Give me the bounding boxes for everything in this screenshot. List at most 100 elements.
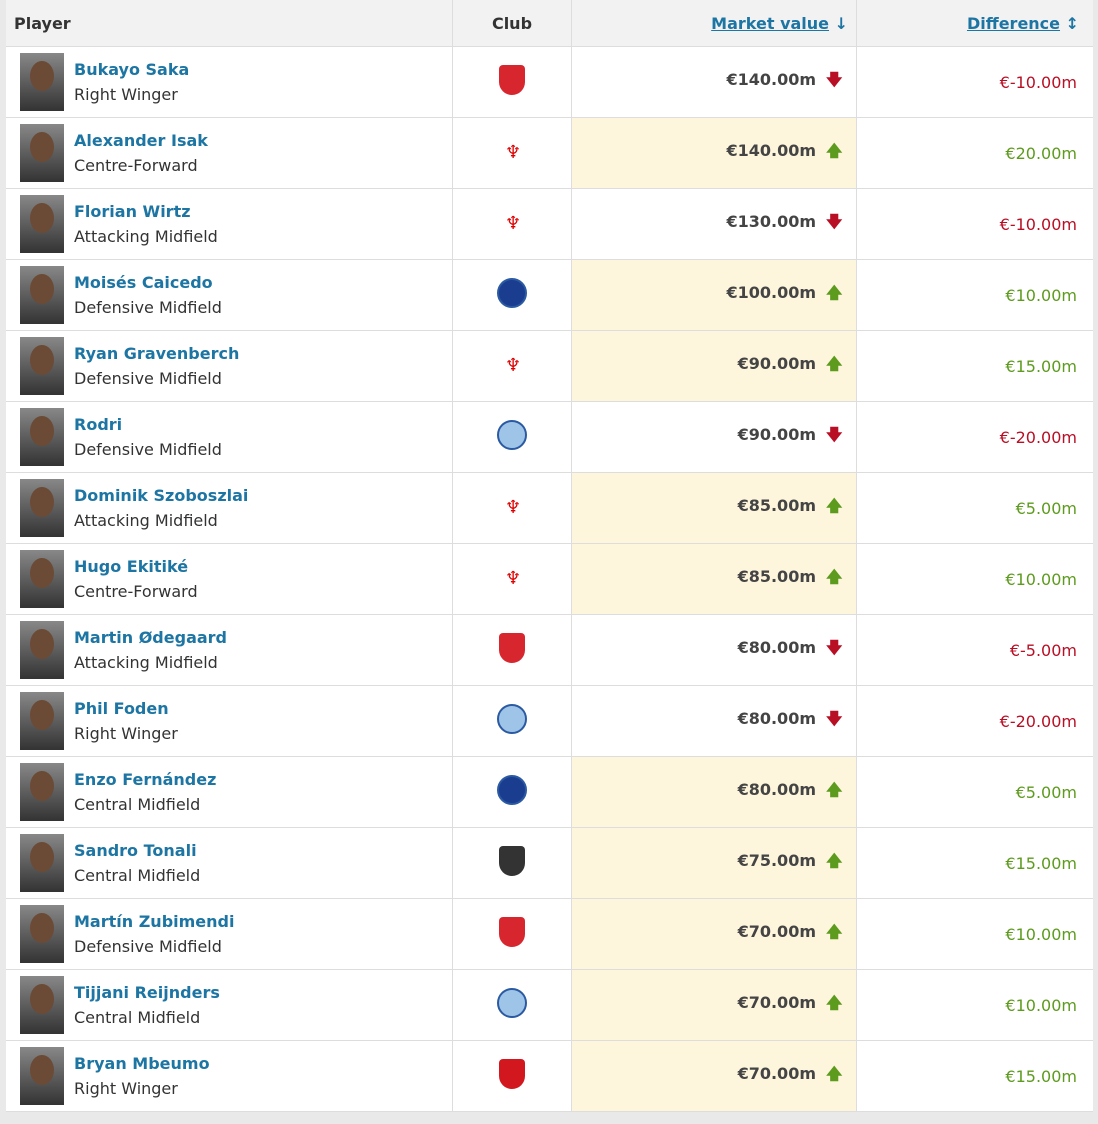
player-position: Central Midfield — [74, 795, 201, 814]
arsenal-crest-icon[interactable] — [499, 633, 525, 667]
player-photo[interactable] — [20, 763, 64, 821]
player-position: Right Winger — [74, 85, 178, 104]
player-photo[interactable] — [20, 124, 64, 182]
table-row: Sandro Tonali Central Midfield €75.00m 🡅 €… — [6, 827, 1093, 899]
player-name-link[interactable]: Bryan Mbeumo — [74, 1054, 210, 1073]
table-row: Martín Zubimendi Defensive Midfield €70.0… — [6, 898, 1093, 970]
sort-market-value-link[interactable]: Market value — [711, 13, 830, 33]
table-row: Dominik Szoboszlai Attacking Midfield ♆ €… — [6, 472, 1093, 544]
table-row: Moisés Caicedo Defensive Midfield €100.00… — [6, 259, 1093, 331]
player-photo[interactable] — [20, 905, 64, 963]
player-name-link[interactable]: Dominik Szoboszlai — [74, 486, 249, 505]
player-position: Central Midfield — [74, 866, 201, 885]
player-position: Centre-Forward — [74, 582, 198, 601]
liverpool-crest-icon[interactable]: ♆ — [505, 355, 522, 376]
liverpool-crest-icon[interactable]: ♆ — [505, 497, 522, 518]
difference-value: €-20.00m — [856, 401, 1093, 473]
difference-value: €-10.00m — [856, 188, 1093, 260]
arrow-down-icon: 🡇 — [826, 211, 843, 231]
table-row: Rodri Defensive Midfield €90.00m 🡇 €-20.00… — [6, 401, 1093, 473]
player-photo[interactable] — [20, 692, 64, 750]
player-name-link[interactable]: Hugo Ekitiké — [74, 557, 189, 576]
arrow-down-icon: 🡇 — [826, 424, 843, 444]
arrow-down-icon: 🡇 — [826, 708, 843, 728]
arsenal-crest-icon[interactable] — [499, 917, 525, 951]
player-name-link[interactable]: Martin Ødegaard — [74, 628, 227, 647]
player-position: Right Winger — [74, 724, 178, 743]
market-value: €140.00m — [726, 140, 816, 160]
player-photo[interactable] — [20, 408, 64, 466]
arrow-up-icon: 🡅 — [826, 566, 843, 586]
difference-value: €-10.00m — [856, 46, 1093, 118]
player-photo[interactable] — [20, 834, 64, 892]
player-name-link[interactable]: Ryan Gravenberch — [74, 344, 240, 363]
player-photo[interactable] — [20, 621, 64, 679]
newcastle-crest-icon[interactable] — [499, 846, 525, 880]
market-value: €80.00m — [737, 779, 816, 799]
player-name-link[interactable]: Martín Zubimendi — [74, 912, 235, 931]
chelsea-crest-icon[interactable] — [497, 775, 527, 809]
player-photo[interactable] — [20, 53, 64, 111]
table-row: Ryan Gravenberch Defensive Midfield ♆ €90… — [6, 330, 1093, 402]
player-photo[interactable] — [20, 266, 64, 324]
player-position: Attacking Midfield — [74, 653, 218, 672]
player-photo[interactable] — [20, 337, 64, 395]
player-photo[interactable] — [20, 195, 64, 253]
sort-toggle-icon[interactable]: ↕ — [1065, 13, 1079, 33]
player-name-link[interactable]: Rodri — [74, 415, 123, 434]
market-value: €85.00m — [737, 495, 816, 515]
header-market-value[interactable]: Market value ↓ — [571, 0, 857, 47]
arsenal-crest-icon[interactable] — [499, 65, 525, 99]
arrow-up-icon: 🡅 — [826, 1063, 843, 1083]
difference-value: €-20.00m — [856, 685, 1093, 757]
player-photo[interactable] — [20, 976, 64, 1034]
difference-value: €5.00m — [856, 756, 1093, 828]
difference-value: €10.00m — [856, 898, 1093, 970]
player-name-link[interactable]: Alexander Isak — [74, 131, 208, 150]
market-value: €90.00m — [737, 424, 816, 444]
liverpool-crest-icon[interactable]: ♆ — [505, 568, 522, 589]
player-position: Attacking Midfield — [74, 227, 218, 246]
player-position: Defensive Midfield — [74, 369, 222, 388]
difference-value: €-5.00m — [856, 614, 1093, 686]
arrow-up-icon: 🡅 — [826, 850, 843, 870]
player-name-link[interactable]: Bukayo Saka — [74, 60, 190, 79]
sort-desc-icon[interactable]: ↓ — [834, 13, 848, 33]
arrow-up-icon: 🡅 — [826, 495, 843, 515]
difference-value: €5.00m — [856, 472, 1093, 544]
table-row: Enzo Fernández Central Midfield €80.00m 🡅 … — [6, 756, 1093, 828]
man-city-crest-icon[interactable] — [497, 704, 527, 738]
player-name-link[interactable]: Sandro Tonali — [74, 841, 197, 860]
table-row: Tijjani Reijnders Central Midfield €70.00… — [6, 969, 1093, 1041]
player-name-link[interactable]: Moisés Caicedo — [74, 273, 213, 292]
difference-value: €10.00m — [856, 259, 1093, 331]
table-row: Hugo Ekitiké Centre-Forward ♆ €85.00m 🡅 €1… — [6, 543, 1093, 615]
player-photo[interactable] — [20, 479, 64, 537]
table-row: Bryan Mbeumo Right Winger €70.00m 🡅 €15.00… — [6, 1040, 1093, 1112]
player-name-link[interactable]: Tijjani Reijnders — [74, 983, 220, 1002]
header-difference[interactable]: Difference ↕ — [856, 0, 1093, 47]
man-city-crest-icon[interactable] — [497, 988, 527, 1022]
player-name-link[interactable]: Phil Foden — [74, 699, 169, 718]
player-photo[interactable] — [20, 1047, 64, 1105]
market-value: €90.00m — [737, 353, 816, 373]
chelsea-crest-icon[interactable] — [497, 278, 527, 312]
liverpool-crest-icon[interactable]: ♆ — [505, 213, 522, 234]
player-position: Attacking Midfield — [74, 511, 218, 530]
market-value: €80.00m — [737, 637, 816, 657]
difference-value: €10.00m — [856, 543, 1093, 615]
sort-difference-link[interactable]: Difference — [966, 13, 1061, 33]
player-name-link[interactable]: Enzo Fernández — [74, 770, 217, 789]
liverpool-crest-icon[interactable]: ♆ — [505, 142, 522, 163]
arrow-up-icon: 🡅 — [826, 282, 843, 302]
market-value: €85.00m — [737, 566, 816, 586]
player-photo[interactable] — [20, 550, 64, 608]
player-name-link[interactable]: Florian Wirtz — [74, 202, 191, 221]
man-city-crest-icon[interactable] — [497, 420, 527, 454]
market-value: €70.00m — [737, 921, 816, 941]
difference-value: €20.00m — [856, 117, 1093, 189]
man-utd-crest-icon[interactable] — [499, 1059, 525, 1093]
player-position: Defensive Midfield — [74, 298, 222, 317]
market-value: €80.00m — [737, 708, 816, 728]
table-row: Florian Wirtz Attacking Midfield ♆ €130.0… — [6, 188, 1093, 260]
